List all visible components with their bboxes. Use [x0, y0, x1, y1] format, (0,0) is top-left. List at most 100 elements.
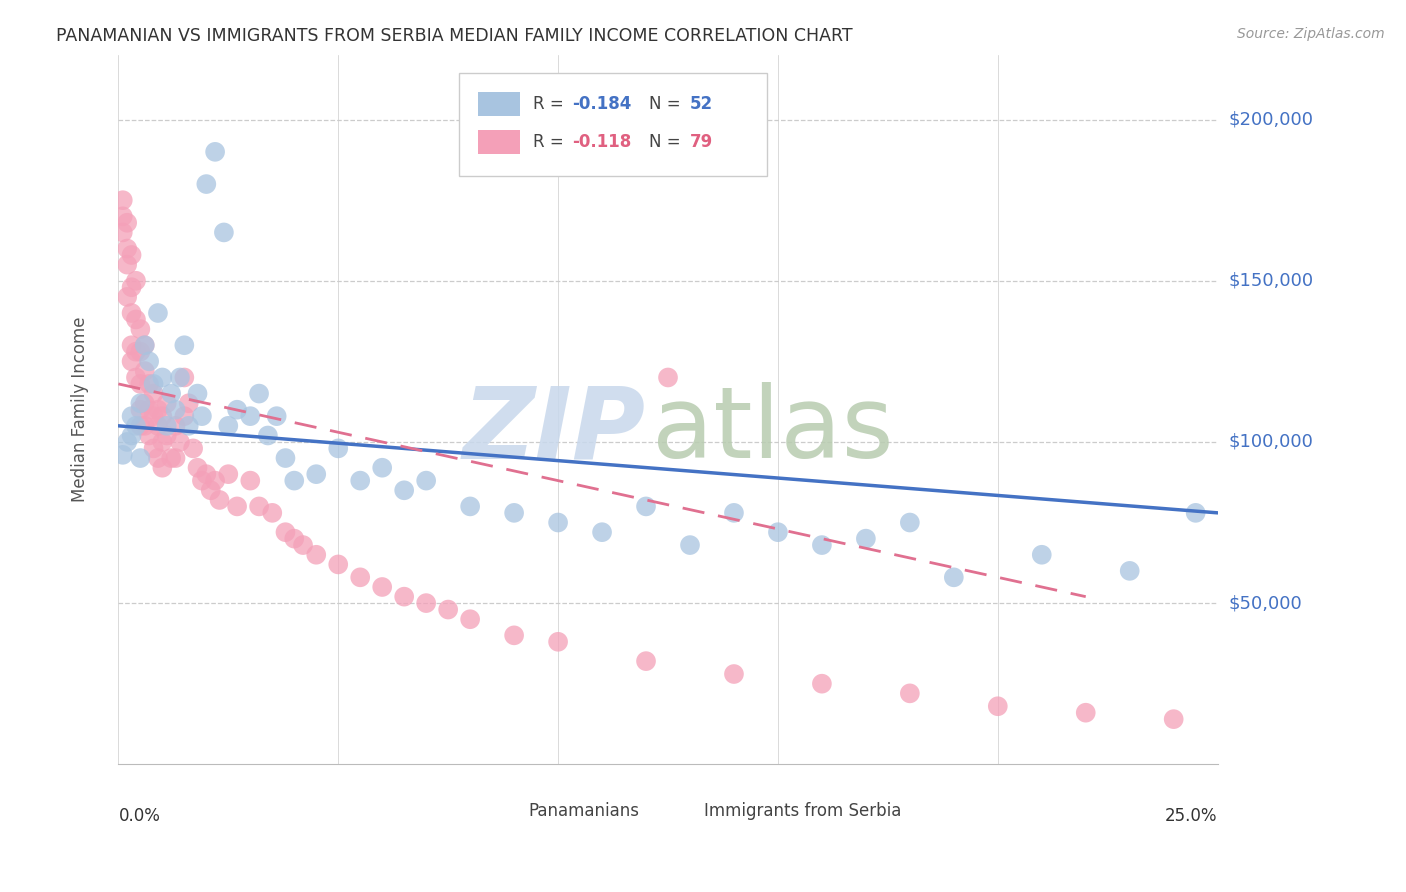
- Point: [1184, 506, 1206, 520]
- Point: [1163, 712, 1185, 726]
- FancyBboxPatch shape: [460, 73, 766, 176]
- Text: PANAMANIAN VS IMMIGRANTS FROM SERBIA MEDIAN FAMILY INCOME CORRELATION CHART: PANAMANIAN VS IMMIGRANTS FROM SERBIA MED…: [56, 27, 853, 45]
- Text: N =: N =: [650, 95, 686, 113]
- Point: [811, 676, 834, 690]
- FancyBboxPatch shape: [478, 130, 520, 154]
- Point: [111, 448, 134, 462]
- Point: [115, 290, 138, 304]
- Text: 52: 52: [690, 95, 713, 113]
- FancyBboxPatch shape: [498, 804, 522, 820]
- Point: [283, 474, 305, 488]
- Point: [239, 474, 262, 488]
- Text: Immigrants from Serbia: Immigrants from Serbia: [704, 802, 901, 820]
- Point: [129, 418, 152, 433]
- Point: [257, 428, 280, 442]
- Point: [898, 686, 921, 700]
- Text: -0.184: -0.184: [572, 95, 631, 113]
- Point: [156, 428, 179, 442]
- Point: [150, 370, 173, 384]
- Point: [160, 386, 183, 401]
- Point: [266, 409, 288, 424]
- Point: [208, 492, 231, 507]
- Point: [138, 376, 160, 391]
- Point: [121, 428, 143, 442]
- Point: [328, 558, 350, 572]
- Point: [239, 409, 262, 424]
- Point: [503, 628, 526, 642]
- Text: Median Family Income: Median Family Income: [70, 317, 89, 502]
- Point: [503, 506, 526, 520]
- Point: [138, 354, 160, 368]
- Point: [156, 418, 179, 433]
- Point: [134, 338, 156, 352]
- Point: [129, 376, 152, 391]
- Point: [437, 602, 460, 616]
- Point: [125, 274, 148, 288]
- Point: [121, 306, 143, 320]
- Point: [142, 376, 165, 391]
- Point: [150, 434, 173, 449]
- Point: [146, 306, 169, 320]
- Point: [125, 312, 148, 326]
- Point: [169, 370, 191, 384]
- Point: [1118, 564, 1140, 578]
- Point: [111, 193, 134, 207]
- Point: [283, 532, 305, 546]
- Point: [657, 370, 679, 384]
- Point: [723, 667, 745, 681]
- Point: [134, 338, 156, 352]
- Point: [942, 570, 965, 584]
- Point: [121, 409, 143, 424]
- Point: [129, 402, 152, 417]
- Point: [121, 280, 143, 294]
- Point: [111, 209, 134, 223]
- Point: [371, 460, 394, 475]
- Point: [195, 467, 218, 482]
- Point: [204, 145, 226, 159]
- Point: [1074, 706, 1097, 720]
- Point: [349, 570, 371, 584]
- Point: [1031, 548, 1053, 562]
- Point: [125, 418, 148, 433]
- Point: [392, 483, 415, 498]
- Point: [217, 467, 239, 482]
- Text: $50,000: $50,000: [1229, 594, 1302, 612]
- Point: [125, 370, 148, 384]
- Point: [173, 409, 195, 424]
- Point: [186, 386, 208, 401]
- Point: [142, 409, 165, 424]
- Point: [142, 442, 165, 456]
- Point: [129, 344, 152, 359]
- Point: [200, 483, 222, 498]
- Point: [186, 460, 208, 475]
- FancyBboxPatch shape: [673, 804, 697, 820]
- Point: [458, 612, 481, 626]
- Point: [115, 216, 138, 230]
- Point: [547, 634, 569, 648]
- Point: [328, 442, 350, 456]
- Point: [169, 434, 191, 449]
- Point: [195, 177, 218, 191]
- Point: [115, 242, 138, 256]
- Point: [138, 428, 160, 442]
- Text: R =: R =: [533, 95, 569, 113]
- Point: [634, 654, 657, 668]
- Point: [165, 451, 187, 466]
- Point: [415, 596, 437, 610]
- Point: [212, 226, 235, 240]
- Point: [134, 364, 156, 378]
- Text: Source: ZipAtlas.com: Source: ZipAtlas.com: [1237, 27, 1385, 41]
- Point: [247, 386, 270, 401]
- Point: [262, 506, 284, 520]
- Point: [142, 386, 165, 401]
- Point: [165, 418, 187, 433]
- Point: [987, 699, 1010, 714]
- Point: [181, 442, 204, 456]
- Point: [392, 590, 415, 604]
- Point: [898, 516, 921, 530]
- Point: [177, 418, 200, 433]
- Point: [146, 402, 169, 417]
- Point: [723, 506, 745, 520]
- Point: [115, 434, 138, 449]
- Point: [191, 474, 214, 488]
